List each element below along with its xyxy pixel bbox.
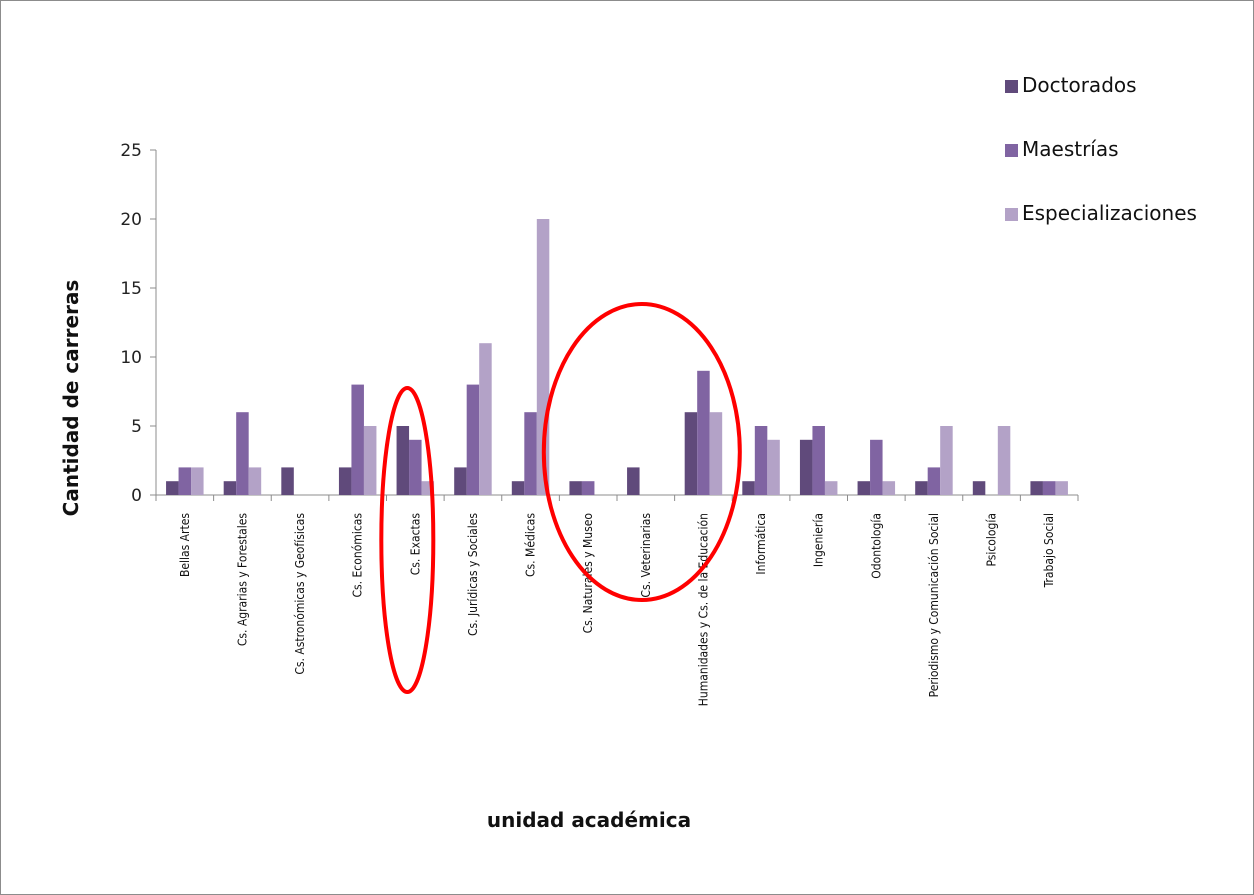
legend-swatch [1005, 80, 1018, 93]
y-tick-label: 20 [120, 210, 142, 230]
x-tick-label: Informática [754, 513, 768, 575]
legend-label: Maestrías [1022, 137, 1119, 161]
bar [524, 412, 537, 495]
bar [857, 481, 871, 495]
bar [940, 426, 953, 495]
bar [466, 384, 480, 495]
bar [627, 467, 640, 495]
bar [166, 481, 179, 495]
bar [248, 467, 262, 495]
bar [236, 412, 249, 495]
x-tick-label: Cs. Agrarias y Forestales [235, 513, 249, 647]
y-tick-label: 10 [120, 348, 142, 368]
x-axis-label: unidad académica [487, 808, 691, 832]
bar [511, 481, 525, 495]
axes [155, 150, 1078, 496]
y-ticks: 0 5 10 15 20 25 [120, 141, 156, 506]
bar [223, 481, 237, 495]
legend: Doctorados Maestrías Especializaciones [1005, 73, 1197, 225]
x-tick-label: Bellas Artes [178, 513, 192, 577]
bar [479, 343, 492, 495]
x-tick-label: Cs. Astronómicas y Geofísicas [293, 513, 307, 675]
bar [882, 481, 896, 495]
x-tick-label: Ingeniería [812, 513, 826, 567]
bar [409, 439, 422, 495]
bar [767, 439, 780, 495]
bar [799, 439, 813, 495]
x-tick-label: Psicología [985, 513, 999, 567]
bar [1055, 481, 1068, 495]
y-axis-label: Cantidad de carreras [59, 280, 83, 517]
bar [697, 370, 710, 495]
x-tick-label: Cs. Exactas [408, 513, 422, 576]
highlight-ellipses [379, 302, 742, 694]
bar [363, 426, 377, 495]
x-tick-label: Cs. Naturales y Museo [581, 513, 595, 634]
bar [351, 384, 364, 495]
bar [454, 467, 467, 495]
bar [684, 412, 698, 495]
bar [191, 467, 204, 495]
bar [338, 467, 352, 495]
highlight-ellipse [379, 386, 436, 694]
y-tick-label: 25 [120, 141, 142, 161]
bar [1030, 481, 1043, 495]
legend-label: Especializaciones [1022, 201, 1197, 225]
x-tick-label: Humanidades y Cs. de la Educación [696, 513, 710, 706]
bar [178, 467, 192, 495]
bar [927, 467, 941, 495]
bar [754, 426, 768, 495]
bar [581, 481, 595, 495]
bar [972, 481, 986, 495]
x-tick-label: Periodismo y Comunicación Social [927, 513, 941, 697]
legend-swatch [1005, 208, 1018, 221]
x-tick-label: Cs. Veterinarias [639, 513, 653, 598]
x-tick-labels: Bellas Artes Cs. Agrarias y Forestales Cs.… [155, 495, 1079, 706]
bar [742, 481, 755, 495]
bar [824, 481, 838, 495]
y-tick-label: 0 [131, 486, 142, 506]
bars [166, 219, 1068, 495]
legend-swatch [1005, 144, 1018, 157]
bar [915, 481, 928, 495]
bar [870, 439, 883, 495]
x-tick-label: Cs. Económicas [351, 513, 365, 598]
x-tick-label: Cs. Médicas [524, 513, 538, 577]
y-tick-label: 5 [131, 417, 142, 437]
x-tick-label: Odontología [869, 513, 883, 579]
bar [812, 426, 825, 495]
bar [396, 426, 410, 495]
bar [281, 467, 294, 495]
bar [1042, 481, 1056, 495]
x-tick-label: Trabajo Social [1042, 513, 1056, 588]
legend-label: Doctorados [1022, 73, 1137, 97]
y-tick-label: 15 [120, 279, 142, 299]
highlight-ellipse [541, 302, 742, 602]
bar [997, 426, 1011, 495]
x-tick-label: Cs. Jurídicas y Sociales [466, 513, 480, 636]
bar [569, 481, 582, 495]
bar [709, 412, 723, 495]
